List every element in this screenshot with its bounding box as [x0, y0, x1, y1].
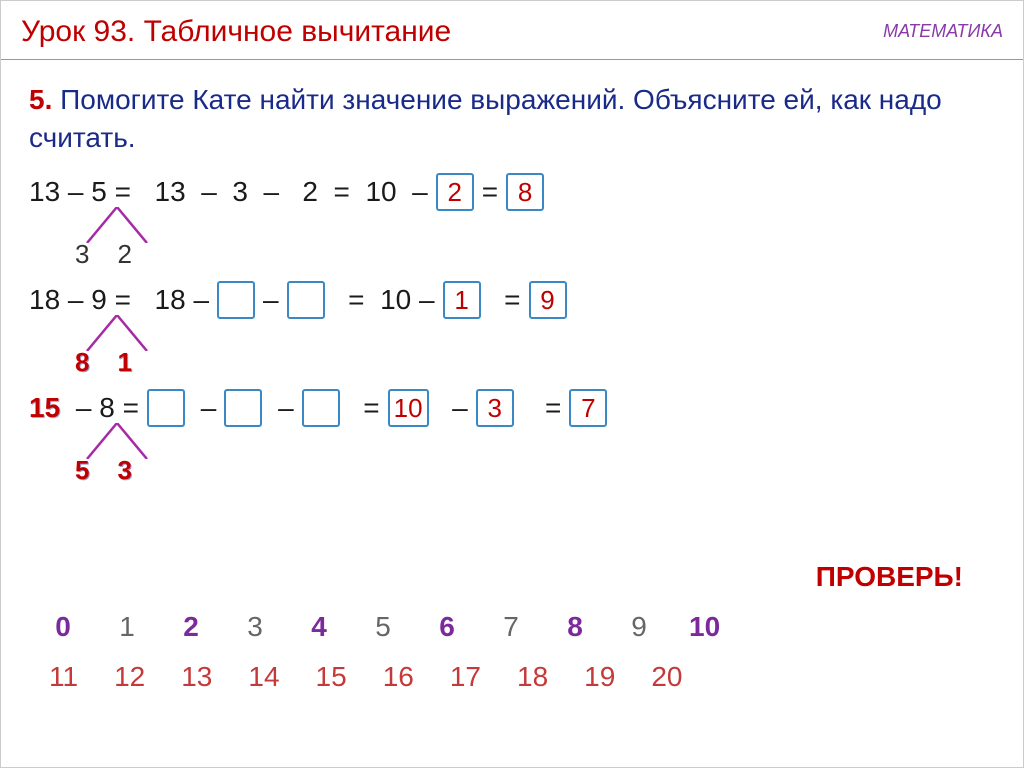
- equation-token: – 8 =: [68, 392, 139, 424]
- split-labels: 81: [75, 347, 132, 378]
- split-left: 5: [75, 455, 89, 486]
- equation-token: –: [263, 284, 279, 316]
- numline-digit: 1: [113, 611, 141, 643]
- answer-box[interactable]: 9: [529, 281, 567, 319]
- numline-digit: 11: [49, 661, 78, 693]
- numline-digit: 12: [114, 661, 145, 693]
- split-left: 8: [75, 347, 89, 378]
- answer-box[interactable]: 1: [443, 281, 481, 319]
- split-lines-icon: [77, 315, 157, 351]
- numline-digit: 15: [316, 661, 347, 693]
- equations-area: 13 – 5 = 13 – 3 – 2 = 10 –2=83218 – 9 = …: [29, 171, 995, 495]
- numline-digit: 0: [49, 611, 77, 643]
- numline-digit: 10: [689, 611, 720, 643]
- number-line-row-1: 0 1 2 3 4 5 6 7 8 9 10: [49, 611, 720, 643]
- equation-token: 13 – 3 – 2 = 10 –: [139, 176, 428, 208]
- equation-token: –: [270, 392, 293, 424]
- answer-box[interactable]: 2: [436, 173, 474, 211]
- split-right: 1: [117, 347, 131, 378]
- equation-line: 13 – 5 = 13 – 3 – 2 = 10 –2=8: [29, 171, 995, 213]
- answer-box[interactable]: 8: [506, 173, 544, 211]
- numline-digit: 4: [305, 611, 333, 643]
- split-right: 3: [117, 455, 131, 486]
- answer-box[interactable]: [217, 281, 255, 319]
- equation-token: = 10 –: [333, 284, 435, 316]
- equation-row: 18 – 9 = 18 – – = 10 –1 =981: [29, 279, 995, 387]
- numline-digit: 5: [369, 611, 397, 643]
- numline-digit: 9: [625, 611, 653, 643]
- equation-token: =: [522, 392, 562, 424]
- numline-digit: 3: [241, 611, 269, 643]
- header-divider: [1, 59, 1023, 60]
- equation-row: 15 – 8 = – – =10 –3 =753: [29, 387, 995, 495]
- answer-box[interactable]: 10: [388, 389, 429, 427]
- answer-box[interactable]: [224, 389, 262, 427]
- numline-digit: 20: [651, 661, 682, 693]
- equation-token: =: [348, 392, 380, 424]
- split-labels: 32: [75, 239, 132, 270]
- number-line: 012345678910 11121314151617181920: [49, 611, 720, 711]
- task-number: 5.: [29, 84, 52, 115]
- header: Урок 93. Табличное вычитание МАТЕМАТИКА: [21, 15, 1003, 59]
- answer-box[interactable]: [147, 389, 185, 427]
- task-text: 5. Помогите Кате найти значение выражени…: [29, 81, 995, 157]
- numline-digit: 7: [497, 611, 525, 643]
- equation-token: =: [482, 176, 498, 208]
- answer-box[interactable]: 3: [476, 389, 514, 427]
- split-lines-icon: [77, 423, 157, 459]
- numline-digit: 16: [383, 661, 414, 693]
- split-right: 2: [117, 239, 131, 270]
- numline-digit: 13: [181, 661, 212, 693]
- equation-token: 18 –: [139, 284, 209, 316]
- numline-digit: 19: [584, 661, 615, 693]
- equation-token: –: [437, 392, 468, 424]
- answer-box[interactable]: 7: [569, 389, 607, 427]
- check-label: ПРОВЕРЬ!: [816, 561, 963, 593]
- answer-box[interactable]: [287, 281, 325, 319]
- subject-label: МАТЕМАТИКА: [883, 21, 1003, 42]
- answer-box[interactable]: [302, 389, 340, 427]
- equation-token: 15: [29, 392, 60, 424]
- numline-digit: 17: [450, 661, 481, 693]
- numline-digit: 18: [517, 661, 548, 693]
- equation-line: 18 – 9 = 18 – – = 10 –1 =9: [29, 279, 995, 321]
- slide: Урок 93. Табличное вычитание МАТЕМАТИКА …: [0, 0, 1024, 768]
- lesson-title: Урок 93. Табличное вычитание: [21, 15, 451, 48]
- equation-token: =: [489, 284, 521, 316]
- equation-token: 13 – 5 =: [29, 176, 131, 208]
- numline-digit: 2: [177, 611, 205, 643]
- equation-line: 15 – 8 = – – =10 –3 =7: [29, 387, 995, 429]
- equation-row: 13 – 5 = 13 – 3 – 2 = 10 –2=832: [29, 171, 995, 279]
- split-lines-icon: [77, 207, 157, 243]
- numline-digit: 8: [561, 611, 589, 643]
- numline-digit: 6: [433, 611, 461, 643]
- number-line-row-2: 11 12 13 14 15 16 17 18 19 20: [49, 661, 720, 693]
- numline-digit: 14: [248, 661, 279, 693]
- equation-token: 18 – 9 =: [29, 284, 131, 316]
- equation-token: –: [193, 392, 216, 424]
- split-left: 3: [75, 239, 89, 270]
- task-body: Помогите Кате найти значение выражений. …: [29, 84, 942, 153]
- split-labels: 53: [75, 455, 132, 486]
